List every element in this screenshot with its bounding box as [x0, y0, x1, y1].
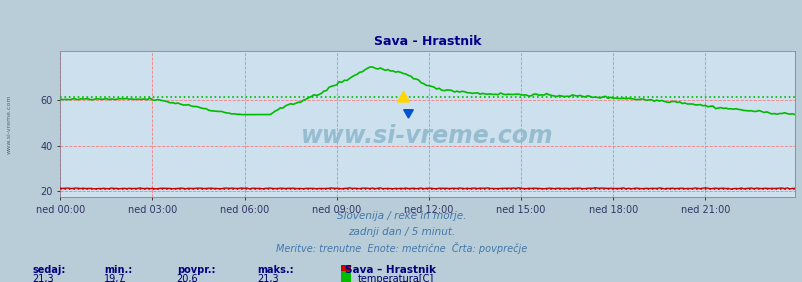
Text: Sava – Hrastnik: Sava – Hrastnik: [345, 265, 435, 274]
Text: pretok[m3/s]: pretok[m3/s]: [357, 281, 420, 282]
Text: sedaj:: sedaj:: [32, 265, 66, 274]
Text: zadnji dan / 5 minut.: zadnji dan / 5 minut.: [347, 228, 455, 237]
Text: povpr.:: povpr.:: [176, 265, 215, 274]
Text: maks.:: maks.:: [257, 265, 294, 274]
Text: 61,3: 61,3: [176, 281, 198, 282]
Text: 21,3: 21,3: [257, 274, 278, 282]
Text: www.si-vreme.com: www.si-vreme.com: [301, 124, 553, 148]
Text: 20,6: 20,6: [176, 274, 198, 282]
Text: 53,7: 53,7: [104, 281, 126, 282]
Text: 19,7: 19,7: [104, 274, 126, 282]
Text: min.:: min.:: [104, 265, 132, 274]
Text: 74,8: 74,8: [257, 281, 278, 282]
Title: Sava - Hrastnik: Sava - Hrastnik: [374, 35, 480, 48]
Text: Meritve: trenutne  Enote: metrične  Črta: povprečje: Meritve: trenutne Enote: metrične Črta: …: [276, 243, 526, 254]
Text: 21,3: 21,3: [32, 274, 54, 282]
Text: temperatura[C]: temperatura[C]: [357, 274, 433, 282]
Text: Slovenija / reke in morje.: Slovenija / reke in morje.: [336, 211, 466, 221]
Text: www.si-vreme.com: www.si-vreme.com: [7, 94, 12, 154]
Text: 53,8: 53,8: [32, 281, 54, 282]
